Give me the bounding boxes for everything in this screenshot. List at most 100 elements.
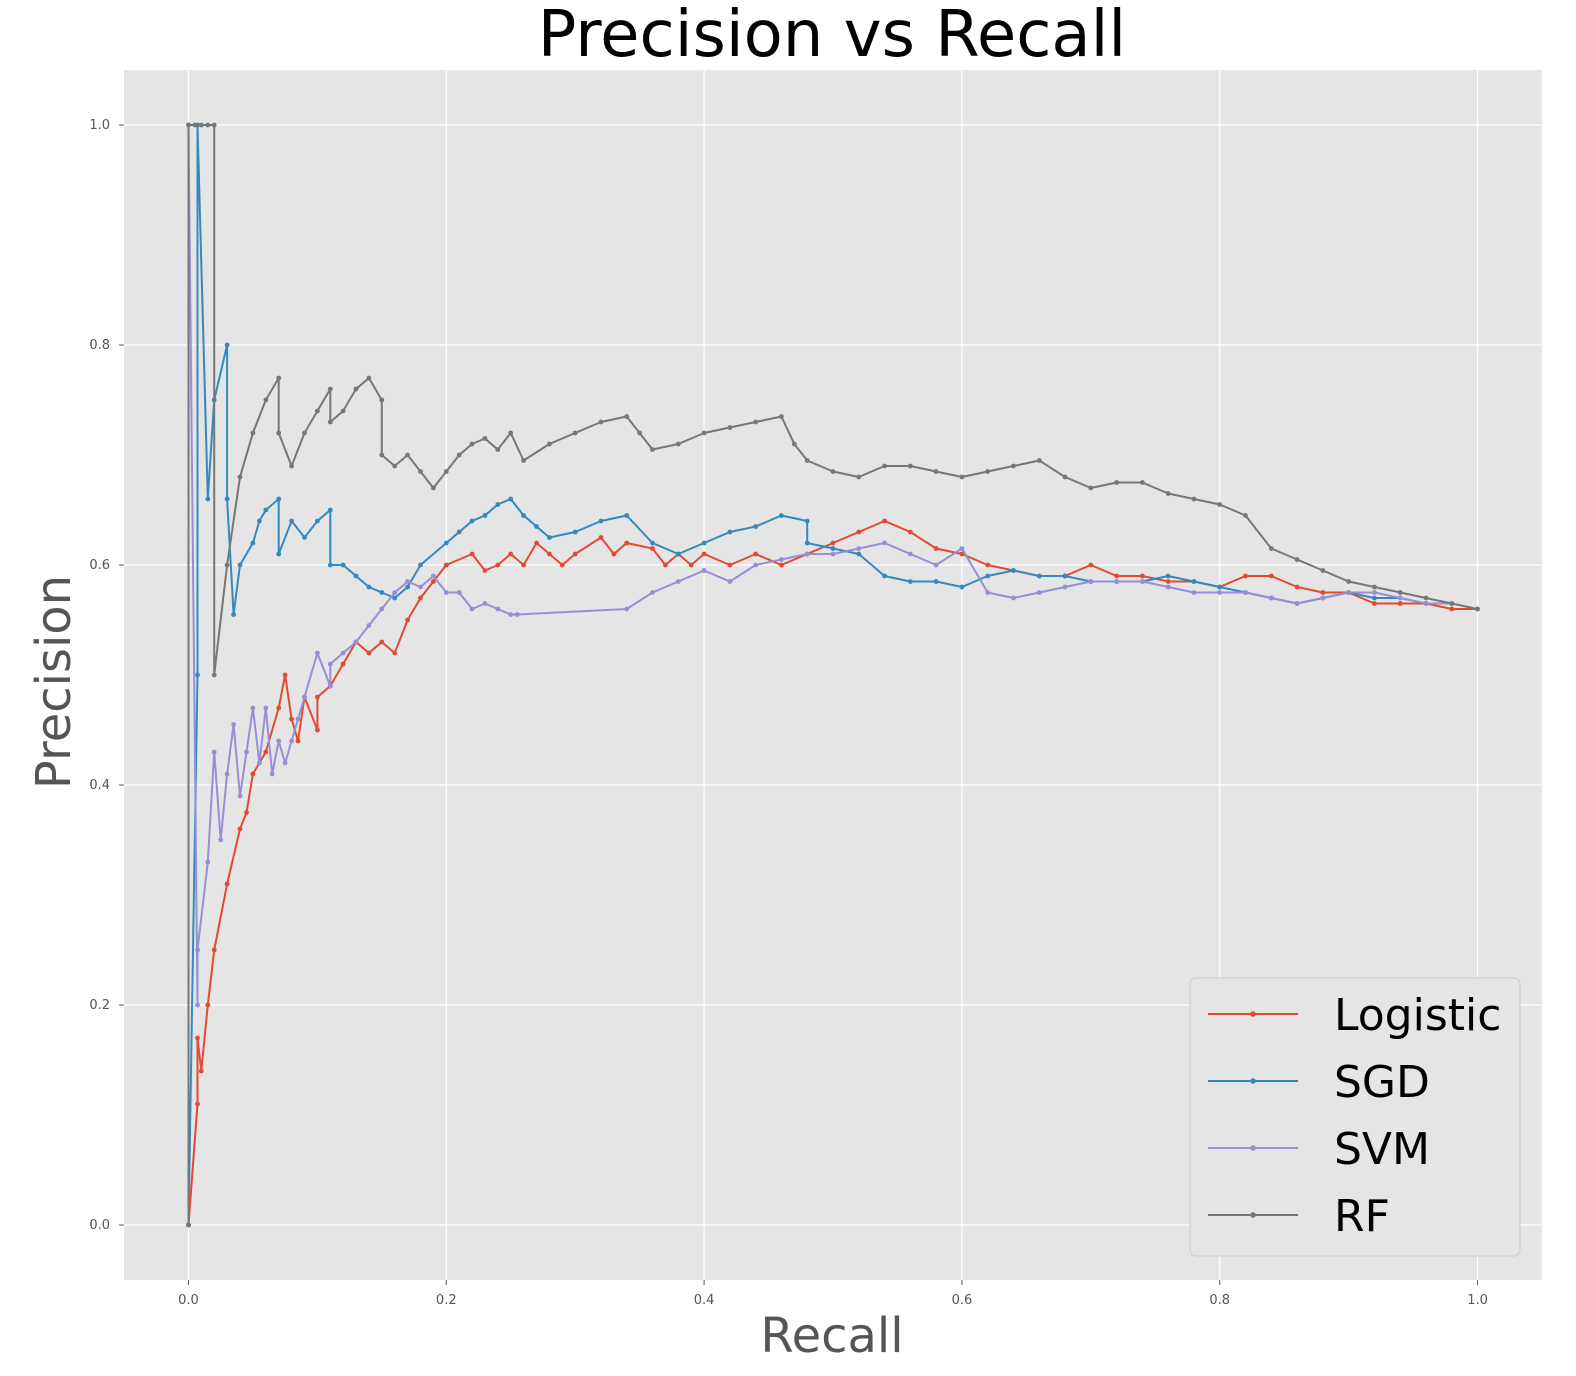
data-point-rf <box>1114 480 1119 485</box>
data-point-svm <box>1140 579 1145 584</box>
data-point-rf <box>572 430 578 436</box>
legend-marker <box>1250 1212 1256 1218</box>
data-point-logistic <box>547 551 552 557</box>
data-point-rf <box>327 419 333 425</box>
data-point-logistic <box>244 810 249 815</box>
data-point-sgd <box>327 507 333 513</box>
data-point-logistic <box>1165 579 1171 584</box>
data-point-logistic <box>959 551 965 557</box>
data-point-sgd <box>985 573 991 579</box>
data-point-rf <box>508 430 514 436</box>
data-point-svm <box>1191 590 1197 595</box>
data-point-svm <box>804 551 810 557</box>
legend-label: SGD <box>1334 1057 1430 1108</box>
data-point-logistic <box>534 540 539 546</box>
data-point-logistic <box>250 771 256 777</box>
data-point-rf <box>1423 595 1429 601</box>
data-point-sgd <box>882 573 887 579</box>
data-point-rf <box>1062 474 1068 480</box>
data-point-logistic <box>315 727 320 733</box>
data-point-svm <box>650 590 655 595</box>
data-point-sgd <box>534 524 539 529</box>
data-point-rf <box>456 452 462 458</box>
data-point-svm <box>1011 595 1016 601</box>
data-point-sgd <box>392 595 398 601</box>
data-point-rf <box>791 441 797 447</box>
data-point-svm <box>779 557 784 562</box>
data-point-sgd <box>804 540 810 546</box>
data-point-svm <box>1320 595 1326 601</box>
data-point-sgd <box>405 584 410 590</box>
data-point-rf <box>186 122 191 128</box>
x-tick-label: 1.0 <box>1467 1293 1488 1308</box>
data-point-rf <box>250 430 256 436</box>
data-point-rf <box>482 436 488 441</box>
data-point-rf <box>1294 557 1300 562</box>
data-point-rf <box>727 425 733 430</box>
data-point-logistic <box>340 661 346 667</box>
data-point-svm <box>727 579 733 584</box>
series-lines <box>186 122 1480 1228</box>
data-point-logistic <box>289 716 294 722</box>
data-point-sgd <box>231 612 237 617</box>
data-point-rf <box>907 463 913 469</box>
data-point-rf <box>1268 546 1274 551</box>
data-point-rf <box>315 408 320 414</box>
data-point-svm <box>195 947 200 953</box>
data-point-svm <box>366 623 372 628</box>
data-point-logistic <box>224 881 230 887</box>
data-point-svm <box>959 546 965 551</box>
legend-marker <box>1250 1011 1256 1017</box>
data-point-sgd <box>224 496 230 502</box>
data-point-sgd <box>205 496 211 502</box>
data-point-logistic <box>1320 590 1326 595</box>
data-point-rf <box>205 122 211 128</box>
data-point-rf <box>933 469 939 474</box>
data-point-sgd <box>289 518 294 524</box>
data-point-logistic <box>830 540 836 546</box>
data-point-logistic <box>1268 573 1274 579</box>
data-point-logistic <box>315 694 320 700</box>
data-point-svm <box>1268 595 1274 601</box>
data-point-rf <box>1372 584 1377 590</box>
data-point-rf <box>469 441 475 447</box>
data-point-logistic <box>1114 573 1119 579</box>
data-point-svm <box>257 760 262 766</box>
data-point-logistic <box>1140 573 1145 579</box>
data-point-rf <box>1397 590 1403 595</box>
data-point-logistic <box>205 1002 211 1008</box>
data-point-svm <box>224 771 230 777</box>
data-point-svm <box>508 612 514 617</box>
data-point-svm <box>340 650 346 656</box>
data-point-svm <box>237 793 243 799</box>
data-point-logistic <box>521 562 526 568</box>
data-point-rf <box>1346 579 1351 584</box>
data-point-sgd <box>907 579 913 584</box>
data-point-rf <box>637 430 642 436</box>
data-point-logistic <box>379 639 385 645</box>
data-point-rf <box>624 414 630 419</box>
y-tick-label: 0.2 <box>89 998 110 1013</box>
data-point-sgd <box>263 507 269 513</box>
data-point-svm <box>514 612 520 617</box>
data-point-logistic <box>443 562 449 568</box>
data-point-sgd <box>418 562 423 568</box>
data-point-rf <box>443 469 449 474</box>
data-point-svm <box>933 562 939 568</box>
legend-label: Logistic <box>1334 990 1501 1041</box>
data-point-sgd <box>315 518 320 524</box>
data-point-sgd <box>701 540 707 546</box>
data-point-sgd <box>302 535 307 540</box>
data-point-rf <box>379 397 385 403</box>
data-point-sgd <box>340 562 346 568</box>
data-point-svm <box>302 694 307 700</box>
data-point-sgd <box>276 496 282 502</box>
data-point-svm <box>1088 579 1094 584</box>
data-point-logistic <box>195 1101 200 1107</box>
data-point-logistic <box>727 562 733 568</box>
data-point-svm <box>263 705 269 711</box>
data-point-sgd <box>933 579 939 584</box>
data-point-logistic <box>198 1068 204 1074</box>
y-tick-label: 0.4 <box>89 778 110 793</box>
data-point-logistic <box>985 562 991 568</box>
